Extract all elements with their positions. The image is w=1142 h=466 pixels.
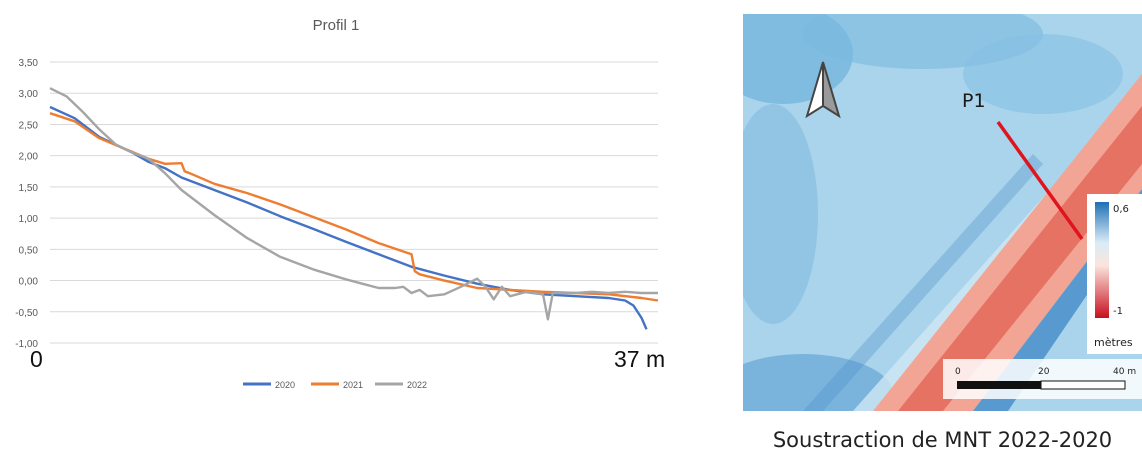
- y-tick-label: 0,50: [19, 245, 39, 256]
- y-tick-label: 2,00: [19, 152, 39, 163]
- y-tick-label: 2,50: [19, 120, 39, 131]
- map-upper-blue-edge: [803, 154, 1043, 411]
- y-tick-label: -1,00: [15, 339, 38, 350]
- map-blue-patch: [963, 34, 1123, 114]
- profile-label: P1: [962, 90, 986, 112]
- map-svg: P1 0,6 -1 mètres 0 20 40 m: [743, 14, 1142, 411]
- x-start-label: 0: [30, 346, 43, 372]
- y-tick-label: 3,00: [19, 89, 39, 100]
- map-red-band-core: [898, 106, 1142, 411]
- series-line-2020: [49, 105, 648, 330]
- scale-bar-white: [1040, 380, 1126, 390]
- legend-max-label: 0,6: [1113, 204, 1129, 215]
- scale-label-40: 40 m: [1113, 367, 1136, 377]
- y-tick-label: 0,00: [19, 277, 39, 288]
- scale-label-0: 0: [955, 367, 961, 377]
- profile-chart-panel: Profil 1 3,50 3,00 2,50 2,00 1,50 1,00 0,50 0,00…: [15, 17, 665, 390]
- legend-label-2022: 2022: [407, 380, 427, 390]
- legend-label-2021: 2021: [343, 380, 363, 390]
- y-tick-label: -0,50: [15, 308, 38, 319]
- dem-difference-map: P1 0,6 -1 mètres 0 20 40 m: [743, 14, 1142, 411]
- legend-label-2020: 2020: [275, 380, 295, 390]
- legend-min-label: -1: [1113, 306, 1123, 317]
- legend-color-ramp: [1095, 202, 1109, 318]
- scale-label-20: 20: [1038, 367, 1050, 377]
- series-line-2021: [49, 112, 659, 302]
- x-end-label: 37 m: [614, 346, 665, 372]
- scale-bar-box: [943, 359, 1142, 399]
- map-caption: Soustraction de MNT 2022-2020: [772, 428, 1113, 452]
- map-blue-patch: [743, 104, 818, 324]
- legend-unit-label: mètres: [1094, 336, 1133, 349]
- profile-line-p1: [996, 120, 1084, 241]
- map-red-band: [873, 74, 1142, 411]
- north-arrow-icon: [805, 61, 841, 119]
- y-tick-label: 1,50: [19, 183, 39, 194]
- map-blue-patch: [743, 354, 893, 411]
- series-line-2022: [49, 87, 658, 321]
- y-tick-label: 3,50: [19, 58, 39, 69]
- scale-bar-black: [957, 381, 1041, 389]
- chart-title: Profil 1: [313, 17, 360, 34]
- profile-chart: Profil 1 3,50 3,00 2,50 2,00 1,50 1,00 0,50 0,00…: [15, 17, 665, 390]
- y-tick-label: 1,00: [19, 214, 39, 225]
